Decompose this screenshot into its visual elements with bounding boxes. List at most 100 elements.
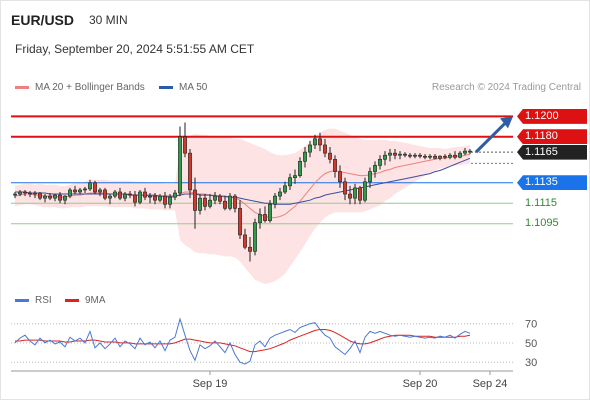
- candle: [288, 173, 292, 190]
- candle: [38, 192, 42, 201]
- candle: [73, 185, 77, 195]
- level-label-support: 1.1095: [525, 217, 559, 230]
- level-label-resistance: 1.1200: [517, 108, 587, 124]
- candle-body: [338, 171, 342, 183]
- candle-body: [58, 194, 62, 201]
- symbol-title: EUR/USD: [11, 12, 75, 28]
- candle: [13, 192, 17, 199]
- candle: [353, 183, 357, 205]
- candle: [98, 187, 102, 197]
- candle-body: [113, 191, 117, 197]
- candle-body: [68, 189, 72, 197]
- candle-body: [133, 194, 137, 203]
- candle-body: [398, 153, 402, 156]
- candle-body: [103, 189, 107, 199]
- candle: [273, 193, 277, 209]
- candle-body: [443, 155, 447, 158]
- candle: [433, 154, 437, 160]
- rsi-9ma-line: [15, 329, 471, 353]
- candle: [113, 189, 117, 199]
- candle-body: [178, 136, 182, 194]
- candle-body: [283, 185, 287, 193]
- candle-body: [48, 195, 52, 199]
- candle: [213, 192, 217, 205]
- candle-body: [213, 195, 217, 201]
- candle: [148, 193, 152, 204]
- level-label-current: 1.1165: [517, 144, 587, 160]
- legend-swatch-rsi: [15, 299, 29, 302]
- candle-body: [448, 154, 452, 158]
- candle-body: [148, 195, 152, 198]
- x-tick-label: Sep 20: [403, 378, 438, 390]
- rsi-tick-label: 30: [525, 357, 537, 369]
- candle: [348, 185, 352, 205]
- candle-body: [353, 187, 357, 199]
- candle: [223, 196, 227, 211]
- candle-body: [88, 182, 92, 190]
- candle: [228, 193, 232, 211]
- candle-body: [383, 154, 387, 160]
- candle-body: [453, 154, 457, 158]
- candle-body: [463, 150, 467, 154]
- legend-ma50: MA 50: [159, 82, 207, 93]
- candle: [373, 161, 377, 178]
- candle-body: [253, 222, 257, 252]
- candle-body: [33, 192, 37, 195]
- candle-body: [333, 158, 337, 172]
- candle-body: [433, 155, 437, 159]
- candle: [338, 165, 342, 188]
- candle-body: [268, 203, 272, 221]
- candle: [253, 218, 257, 256]
- candle-body: [343, 181, 347, 195]
- candle-body: [308, 144, 312, 153]
- candle: [108, 194, 112, 205]
- candle: [283, 181, 287, 195]
- candle: [313, 134, 317, 150]
- candle: [458, 151, 462, 159]
- candle: [103, 187, 107, 201]
- candle-body: [188, 152, 192, 191]
- candle-body: [408, 154, 412, 157]
- candle: [53, 194, 57, 202]
- candle-body: [78, 189, 82, 193]
- candle-body: [438, 155, 442, 159]
- candle-body: [198, 197, 202, 211]
- candle: [248, 236, 252, 262]
- candle: [153, 193, 157, 205]
- rsi-line: [14, 317, 471, 365]
- candle: [78, 187, 82, 195]
- candle: [203, 194, 207, 211]
- candle-body: [303, 151, 307, 162]
- candle: [163, 192, 167, 209]
- candle-body: [393, 152, 397, 156]
- candle-body: [423, 155, 427, 158]
- candle-body: [123, 193, 127, 199]
- candle-body: [153, 195, 157, 201]
- candle: [298, 157, 302, 178]
- candle-body: [368, 171, 372, 183]
- level-label-resistance: 1.1180: [517, 129, 587, 145]
- candle-body: [373, 165, 377, 172]
- legend-label-9ma: 9MA: [85, 295, 106, 306]
- candle: [378, 155, 382, 170]
- candle-body: [163, 195, 167, 205]
- candle-body: [183, 136, 187, 154]
- candle-body: [468, 150, 472, 153]
- candle: [183, 122, 187, 158]
- candle: [468, 149, 472, 155]
- candle: [33, 190, 37, 199]
- candle: [383, 151, 387, 166]
- candle: [368, 167, 372, 188]
- x-tick-label: Sep 19: [193, 378, 228, 390]
- candle: [263, 206, 267, 223]
- candle-body: [248, 246, 252, 252]
- ma20-line: [14, 153, 471, 219]
- candle-body: [208, 199, 212, 207]
- candle-body: [158, 195, 162, 201]
- candle-body: [13, 193, 17, 196]
- legend-swatch-ma20: [15, 86, 29, 89]
- candle: [43, 194, 47, 203]
- candle: [443, 154, 447, 160]
- legend-label-ma20: MA 20 + Bollinger Bands: [35, 82, 145, 93]
